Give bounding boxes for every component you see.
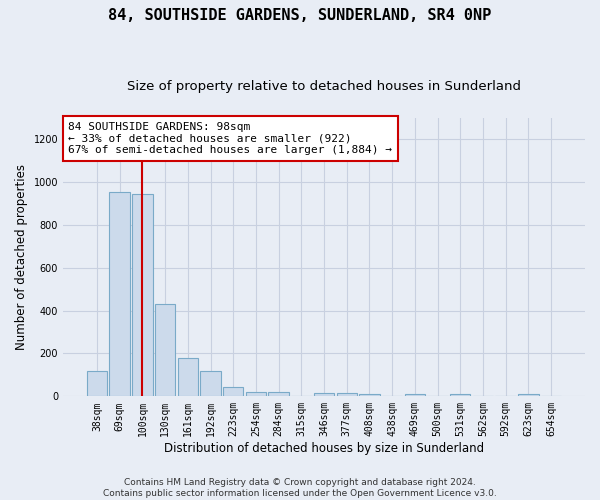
- Bar: [450, 394, 470, 396]
- X-axis label: Distribution of detached houses by size in Sunderland: Distribution of detached houses by size …: [164, 442, 484, 455]
- Bar: [155, 304, 175, 396]
- Bar: [314, 393, 334, 396]
- Bar: [359, 394, 380, 396]
- Text: 84, SOUTHSIDE GARDENS, SUNDERLAND, SR4 0NP: 84, SOUTHSIDE GARDENS, SUNDERLAND, SR4 0…: [109, 8, 491, 22]
- Bar: [268, 392, 289, 396]
- Bar: [132, 194, 152, 396]
- Y-axis label: Number of detached properties: Number of detached properties: [15, 164, 28, 350]
- Bar: [178, 358, 198, 397]
- Text: Contains HM Land Registry data © Crown copyright and database right 2024.
Contai: Contains HM Land Registry data © Crown c…: [103, 478, 497, 498]
- Bar: [87, 370, 107, 396]
- Bar: [109, 192, 130, 396]
- Bar: [518, 394, 539, 396]
- Bar: [223, 386, 244, 396]
- Title: Size of property relative to detached houses in Sunderland: Size of property relative to detached ho…: [127, 80, 521, 93]
- Bar: [245, 392, 266, 396]
- Bar: [404, 394, 425, 396]
- Bar: [200, 370, 221, 396]
- Text: 84 SOUTHSIDE GARDENS: 98sqm
← 33% of detached houses are smaller (922)
67% of se: 84 SOUTHSIDE GARDENS: 98sqm ← 33% of det…: [68, 122, 392, 155]
- Bar: [337, 393, 357, 396]
